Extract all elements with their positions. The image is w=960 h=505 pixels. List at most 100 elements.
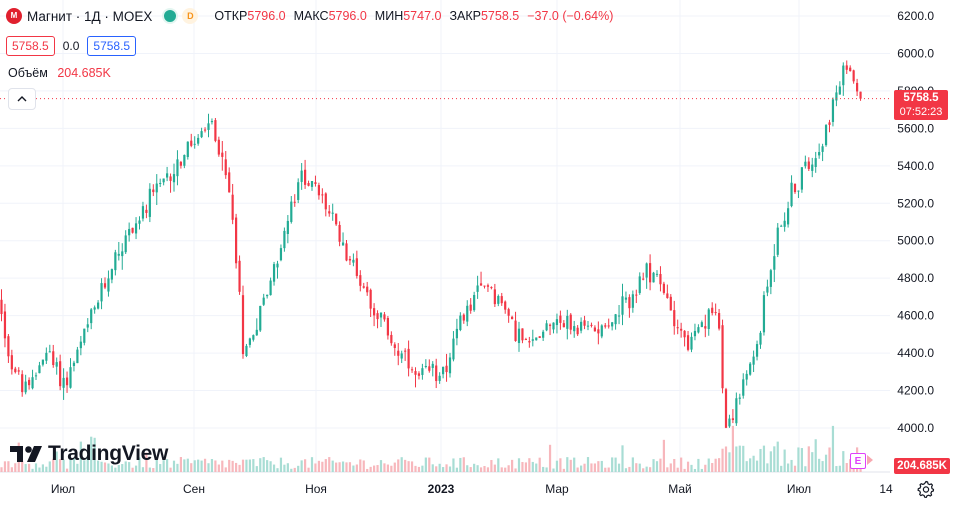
candle-body [462, 314, 465, 321]
candle-body [324, 193, 327, 210]
candle-body [121, 251, 124, 257]
volume-bar [407, 461, 410, 472]
candle-body [752, 356, 755, 365]
sell-price-button[interactable]: 5758.5 [6, 36, 55, 56]
candle-body [83, 328, 86, 343]
candle-body [107, 278, 110, 292]
candle-body [438, 375, 441, 381]
delayed-data-badge[interactable]: D [182, 8, 199, 24]
candle-body [65, 377, 69, 386]
candle-body [245, 345, 248, 356]
volume-bar [338, 462, 341, 472]
candle-body [152, 189, 155, 193]
tradingview-watermark[interactable]: TradingView [10, 442, 168, 466]
volume-bar [621, 445, 624, 472]
volume-bar [259, 458, 262, 472]
candle-body [97, 302, 100, 309]
gear-icon[interactable] [917, 480, 935, 498]
volume-bar [376, 465, 379, 472]
volume-bar [821, 461, 824, 472]
volume-bar [831, 425, 835, 472]
candle-body [272, 264, 276, 282]
candle-body [614, 314, 617, 325]
candle-body [814, 158, 817, 167]
price-tick-label: 4600.0 [897, 309, 934, 323]
volume-label[interactable]: Объём [8, 66, 48, 80]
volume-bar [559, 458, 562, 472]
chevron-up-icon [17, 96, 27, 102]
volume-bar [707, 458, 710, 472]
candle-body [686, 335, 690, 350]
candle-body [293, 201, 296, 203]
earnings-event-badge[interactable]: E [850, 453, 866, 469]
volume-bar [842, 451, 845, 472]
buy-price-button[interactable]: 5758.5 [87, 36, 137, 56]
volume-bar [773, 446, 776, 472]
collapse-legend-button[interactable] [8, 88, 36, 110]
candle-body [745, 373, 748, 380]
volume-bar [455, 467, 458, 472]
volume-bar [335, 462, 338, 472]
candle-body [548, 324, 552, 326]
candle-body [241, 295, 245, 355]
volume-bar [800, 448, 803, 472]
candle-body [707, 309, 710, 330]
candle-body [345, 243, 348, 261]
candle-body [821, 146, 824, 152]
candle-body [10, 355, 13, 370]
high-value: 5796.0 [328, 9, 367, 23]
candle-body [52, 351, 55, 366]
candle-body [483, 285, 486, 287]
volume-bar [238, 464, 241, 472]
volume-bar [835, 466, 838, 472]
volume-bar [290, 468, 293, 472]
candle-body [728, 418, 731, 427]
volume-bar [266, 460, 269, 472]
candle-body [386, 318, 389, 336]
volume-bar [159, 464, 162, 472]
volume-bar [62, 459, 65, 472]
volume-bar [348, 462, 352, 472]
volume-bar [649, 467, 652, 472]
time-tick-label: Мар [545, 482, 569, 496]
volume-bar [162, 460, 165, 472]
volume-bar [128, 462, 131, 472]
candle-body [328, 211, 331, 214]
candle-body [800, 167, 803, 190]
volume-bar [528, 458, 531, 472]
low-value: 5747.0 [403, 9, 442, 23]
open-value: 5796.0 [247, 9, 286, 23]
volume-bar [93, 437, 96, 472]
candle-body [628, 297, 631, 309]
candle-body [497, 296, 500, 304]
volume-bar [59, 459, 62, 472]
volume-bar [400, 457, 403, 472]
candle-body [410, 369, 414, 371]
candle-body [55, 362, 58, 367]
volume-bar [531, 461, 534, 472]
symbol-legend: M Магнит · 1Д · MOEX D ОТКР 5796.0 МАКС … [6, 8, 613, 24]
volume-bar [52, 458, 55, 472]
candle-body [31, 377, 34, 389]
candle-body [383, 314, 386, 320]
volume-bar [138, 457, 141, 472]
volume-bar [48, 461, 51, 472]
candle-body [442, 366, 445, 375]
volume-bar [321, 461, 324, 472]
volume-bar [166, 459, 169, 472]
volume-bar [431, 464, 434, 472]
symbol-title[interactable]: Магнит · 1Д · MOEX [27, 8, 153, 24]
volume-bar [100, 461, 103, 472]
volume-bar [611, 457, 614, 472]
candle-body [269, 280, 272, 296]
volume-bar [252, 459, 255, 472]
volume-bar [193, 460, 196, 472]
candle-body [217, 139, 220, 155]
candle-body [317, 185, 320, 196]
candle-body [134, 223, 138, 234]
volume-bar [421, 465, 424, 472]
volume-bar [521, 462, 524, 472]
candle-body [366, 286, 369, 293]
candle-body [807, 161, 810, 169]
